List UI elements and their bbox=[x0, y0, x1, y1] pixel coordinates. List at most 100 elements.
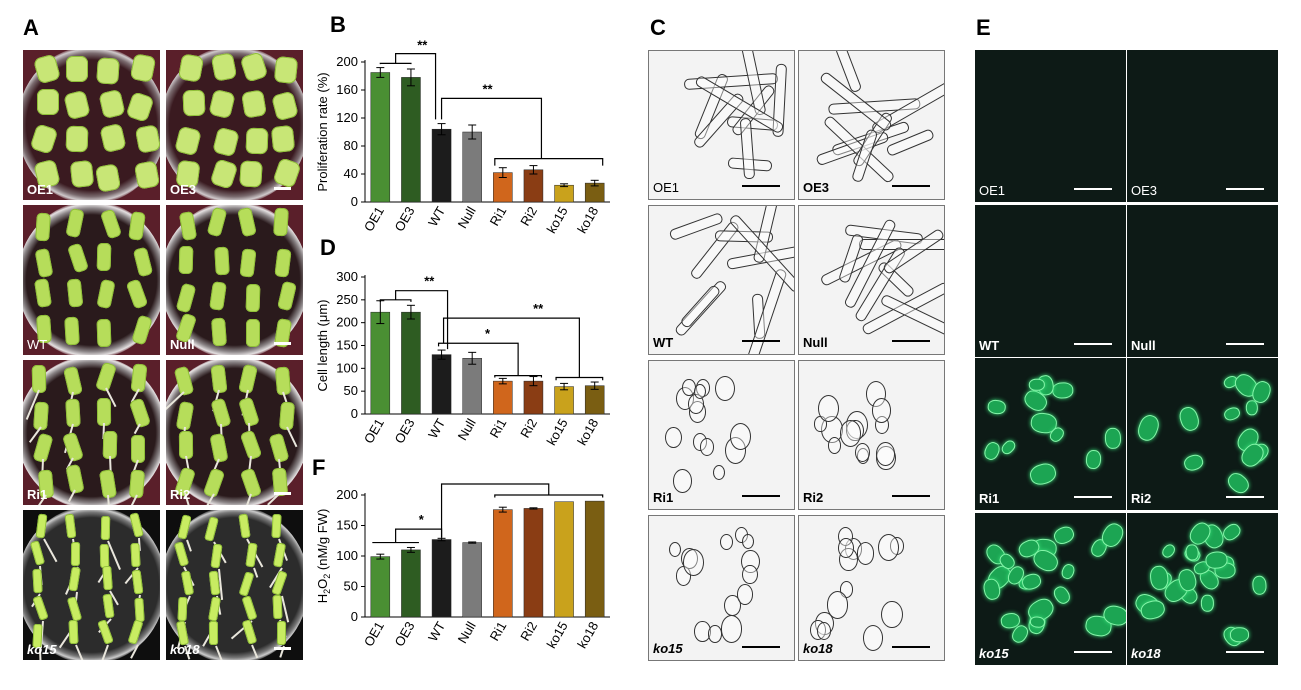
explant bbox=[210, 51, 237, 82]
explant bbox=[68, 619, 79, 644]
y-tick-label: 50 bbox=[344, 579, 358, 594]
plate-label: OE3 bbox=[170, 182, 197, 197]
explant bbox=[271, 514, 282, 539]
scale-bar bbox=[1074, 343, 1112, 345]
x-tick-label: Ri2 bbox=[517, 416, 540, 440]
x-tick-label: OE1 bbox=[361, 416, 387, 446]
scale-bar bbox=[274, 492, 291, 495]
scale-bar bbox=[892, 495, 930, 497]
micrograph-oe1: OE1 bbox=[648, 50, 795, 200]
bar-ko18 bbox=[584, 500, 605, 618]
x-tick-label: Null bbox=[455, 204, 479, 231]
fluorescent-cell bbox=[1176, 404, 1202, 433]
cell-outline bbox=[715, 375, 736, 401]
bracket-ri bbox=[494, 375, 543, 378]
x-tick-label: WT bbox=[425, 619, 448, 644]
significance-mark: ** bbox=[533, 301, 544, 316]
plate-label: WT bbox=[27, 337, 48, 352]
plate-photo-wt: WT bbox=[23, 205, 160, 355]
cell-outline bbox=[699, 438, 714, 457]
significance-mark: * bbox=[485, 326, 491, 341]
fluorescence-ko15: ko15 bbox=[975, 513, 1126, 665]
bar-ko15 bbox=[554, 501, 574, 618]
y-axis-label: H2O2 (nM/g FW) bbox=[315, 509, 332, 604]
x-tick-label: WT bbox=[425, 204, 448, 229]
y-tick-label: 300 bbox=[336, 269, 358, 284]
explant bbox=[270, 124, 296, 153]
y-tick-label: 40 bbox=[344, 166, 358, 181]
y-tick-label: 50 bbox=[344, 383, 358, 398]
scale-bar bbox=[1226, 651, 1264, 653]
bar-ri2 bbox=[523, 508, 544, 618]
explant bbox=[272, 595, 283, 620]
x-tick-label: OE3 bbox=[392, 619, 418, 649]
cell-outline bbox=[707, 625, 722, 643]
micrograph-oe3: OE3 bbox=[798, 50, 945, 200]
explant bbox=[33, 401, 50, 431]
micrograph-label: ko18 bbox=[803, 641, 833, 656]
micrograph-ko15: ko15 bbox=[648, 515, 795, 661]
scale-bar bbox=[1226, 343, 1264, 345]
explant bbox=[100, 516, 110, 541]
cell-outline bbox=[871, 398, 891, 423]
fluorescence-ri2: Ri2 bbox=[1127, 358, 1278, 510]
bar-ko15 bbox=[554, 184, 574, 203]
explant bbox=[208, 620, 218, 645]
bar-ri1 bbox=[493, 509, 513, 618]
scale-bar bbox=[892, 185, 930, 187]
bar-oe1 bbox=[370, 72, 391, 203]
y-tick-label: 0 bbox=[351, 406, 358, 421]
fluorescent-cell bbox=[1182, 452, 1206, 473]
cell-outline bbox=[741, 534, 754, 550]
scale-bar bbox=[742, 646, 780, 648]
bar-wt bbox=[431, 354, 452, 415]
bracket-wt-down bbox=[440, 97, 543, 159]
micrograph-wt: WT bbox=[648, 205, 795, 355]
plate-label: Ri2 bbox=[170, 487, 191, 502]
explant bbox=[130, 542, 141, 568]
plate-photo-ri1: Ri1 bbox=[23, 360, 160, 505]
explant bbox=[134, 124, 160, 155]
x-tick-label: Ri2 bbox=[517, 204, 540, 228]
panel-label-f: F bbox=[312, 455, 326, 480]
x-tick-label: Null bbox=[455, 416, 479, 443]
bracket-down-group bbox=[494, 494, 604, 498]
explant bbox=[96, 243, 112, 272]
cell-outline bbox=[826, 591, 849, 619]
y-tick-label: 120 bbox=[336, 110, 358, 125]
explant bbox=[177, 596, 188, 621]
explant bbox=[64, 316, 81, 346]
fluorescence-label: ko18 bbox=[1131, 646, 1161, 661]
fluorescence-label: OE1 bbox=[979, 183, 1006, 198]
bracket-oe bbox=[379, 299, 412, 302]
chart-d-cell-length: 0 50 100 150 200 250 300 Cell length (μm) OE1 OE3… bbox=[315, 269, 610, 448]
panel-label-d: D bbox=[320, 235, 336, 260]
bracket-wt-down bbox=[440, 483, 550, 538]
cell-outline bbox=[862, 624, 884, 651]
bar-wt bbox=[431, 539, 452, 618]
cell-outline bbox=[668, 541, 682, 558]
fluorescence-oe1: OE1 bbox=[975, 50, 1126, 202]
explant bbox=[133, 160, 160, 190]
explant bbox=[133, 597, 145, 622]
bar-oe3 bbox=[401, 77, 421, 203]
fluorescence-label: Ri2 bbox=[1131, 491, 1152, 506]
significance-mark: ** bbox=[417, 40, 428, 53]
y-tick-label: 160 bbox=[336, 82, 358, 97]
fluorescent-cell bbox=[1200, 594, 1214, 612]
micrograph-label: Ri1 bbox=[653, 490, 674, 505]
cell-outline bbox=[673, 469, 692, 493]
cell-outline bbox=[720, 533, 734, 551]
x-tick-label: OE3 bbox=[392, 416, 418, 446]
fluorescence-oe3: OE3 bbox=[1127, 50, 1278, 202]
explant bbox=[130, 434, 145, 463]
bar-null bbox=[462, 542, 482, 618]
fluorescent-cell bbox=[1029, 378, 1045, 391]
explant bbox=[213, 246, 230, 275]
plate-photo-ri2: Ri2 bbox=[166, 360, 303, 505]
y-tick-label: 150 bbox=[336, 338, 358, 353]
x-tick-label: Null bbox=[455, 619, 479, 646]
micrograph-null: Null bbox=[798, 205, 945, 355]
scale-bar bbox=[274, 342, 291, 345]
x-tick-label: ko15 bbox=[544, 204, 571, 235]
